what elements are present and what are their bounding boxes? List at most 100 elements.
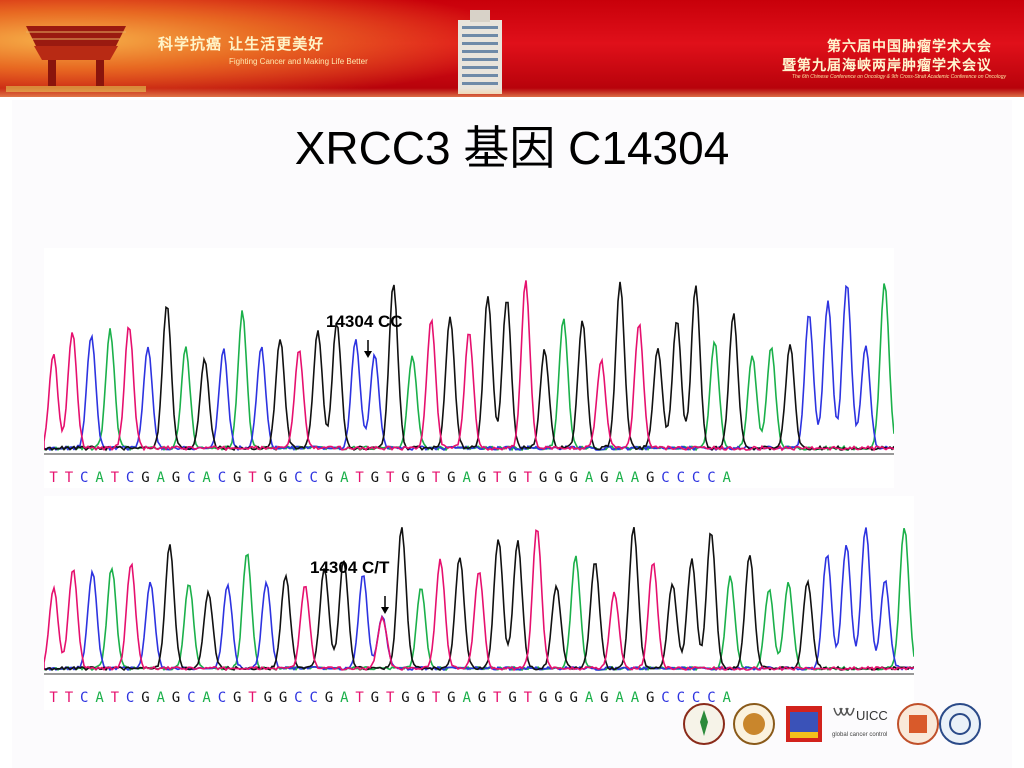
conference-title-line1: 第六届中国肿瘤学术大会 (827, 39, 992, 55)
chromatogram-trace-cc (44, 280, 894, 455)
base-call: G (141, 470, 150, 486)
base-call: G (278, 470, 288, 486)
logo-seal-2-icon (733, 703, 775, 745)
base-call: T (64, 470, 74, 486)
base-call: G (324, 470, 334, 486)
base-call: G (554, 690, 563, 706)
genotype-label-cc: 14304 CC (326, 312, 403, 331)
slide-title: XRCC3 基因 C14304 (294, 122, 730, 174)
base-call: A (340, 470, 349, 486)
base-call: A (202, 470, 211, 486)
base-call: A (630, 690, 640, 706)
base-call: G (600, 690, 609, 706)
base-call: T (110, 690, 120, 706)
base-call: C (187, 470, 196, 486)
logo-seal-4-icon (939, 703, 981, 745)
base-call: C (294, 470, 303, 486)
base-call: T (49, 470, 58, 486)
trace-line-t (44, 280, 894, 452)
conference-title-english: The 6th Chinese Conference on Oncology &… (791, 74, 1006, 80)
base-call: G (141, 690, 150, 706)
base-call: A (202, 690, 211, 706)
base-call: T (431, 690, 441, 706)
base-call: G (324, 690, 334, 706)
base-call: C (80, 690, 89, 706)
base-call: G (370, 690, 380, 706)
base-call: T (64, 690, 74, 706)
base-call: C (217, 470, 227, 486)
base-call: C (661, 470, 670, 486)
base-call: C (676, 470, 686, 486)
base-call: G (538, 470, 548, 486)
base-call: A (95, 690, 104, 706)
base-call: A (584, 690, 594, 706)
base-call: T (493, 470, 502, 486)
base-call: T (493, 690, 502, 706)
base-call: G (508, 470, 517, 486)
logo-uicc-icon: UICC global cancer control (832, 707, 888, 738)
base-call: C (691, 690, 701, 706)
base-call: C (309, 470, 318, 486)
china-pavilion-icon (6, 26, 146, 92)
uicc-sub-label: global cancer control (832, 732, 887, 738)
base-call: G (171, 470, 181, 486)
base-call: G (447, 690, 456, 706)
base-call: C (691, 470, 701, 486)
base-call: G (171, 690, 181, 706)
header-banner: 科学抗癌 让生活更美好 Fighting Cancer and Making L… (0, 0, 1024, 97)
chromatogram-panel-ct (44, 496, 914, 710)
base-call: G (416, 470, 425, 486)
base-call: T (523, 470, 533, 486)
base-call: T (385, 690, 395, 706)
base-call: A (340, 690, 349, 706)
base-call: T (523, 690, 533, 706)
base-call: G (477, 470, 487, 486)
down-arrow-icon (364, 340, 372, 358)
logo-cae-icon (786, 706, 822, 742)
base-call: G (569, 470, 578, 486)
genotype-label-ct: 14304 C/T (310, 558, 390, 577)
uicc-label: UICC (856, 708, 888, 723)
base-call: G (232, 470, 242, 486)
base-call: G (232, 690, 242, 706)
base-call: G (477, 690, 487, 706)
base-call: C (676, 690, 686, 706)
base-call: C (294, 690, 303, 706)
base-call: C (80, 470, 89, 486)
down-arrow-icon (381, 596, 389, 614)
trace-line-g (44, 527, 914, 672)
base-call: T (248, 690, 257, 706)
banner-slogan: 科学抗癌 让生活更美好 (158, 35, 325, 53)
banner-slogan-english: Fighting Cancer and Making Life Better (229, 57, 368, 66)
base-call: A (584, 470, 594, 486)
base-call: G (416, 690, 425, 706)
base-call: A (722, 690, 731, 706)
base-call: G (278, 690, 288, 706)
base-call: A (95, 470, 104, 486)
base-call: C (187, 690, 196, 706)
base-call: G (370, 470, 380, 486)
base-call: T (248, 470, 257, 486)
chromatogram-panel-cc (44, 248, 894, 488)
conference-title-line2: 暨第九届海峡两岸肿瘤学术会议 (782, 58, 992, 74)
banner-shine (0, 88, 1024, 97)
logo-seal-3-icon (897, 703, 939, 745)
base-call: T (355, 690, 364, 706)
base-call: G (569, 690, 578, 706)
base-call: A (722, 470, 731, 486)
base-call: G (263, 470, 273, 486)
base-call: G (600, 470, 609, 486)
base-call: G (447, 470, 456, 486)
sponsor-logos: UICC global cancer control (682, 702, 982, 748)
base-call: A (462, 470, 471, 486)
base-call: G (508, 690, 517, 706)
base-call: C (217, 690, 227, 706)
base-call: T (385, 470, 395, 486)
base-call: C (661, 690, 670, 706)
base-call: A (630, 470, 640, 486)
base-call: G (401, 690, 410, 706)
trace-line-t (44, 529, 914, 672)
hospital-building-icon (458, 10, 502, 94)
base-call: A (156, 690, 165, 706)
